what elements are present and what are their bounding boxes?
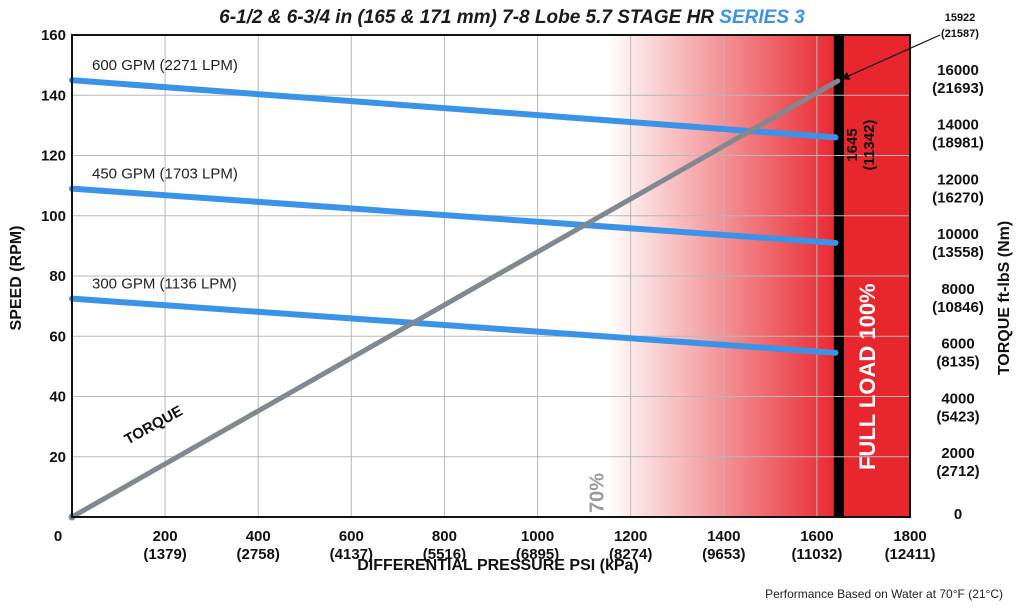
plot-frame (71, 34, 911, 518)
flow-line (69, 295, 839, 356)
x-tick-label: 1400 (707, 528, 740, 545)
y-right-tick-sublabel: (8135) (936, 354, 979, 371)
y-right-tick-sublabel: (13558) (932, 244, 984, 261)
y-left-tick-label: 60 (49, 328, 66, 345)
y-left-tick-label: 160 (41, 27, 66, 44)
y-left-tick-label: 40 (49, 389, 66, 406)
max-torque-arrow (841, 34, 941, 80)
max-pressure-label: 1645 (844, 128, 861, 161)
x-tick-sublabel: (12411) (885, 546, 936, 563)
x-axis-title: DIFFERENTIAL PRESSURE PSI (kPa) (357, 557, 639, 574)
torque-line (69, 78, 841, 520)
y-left-tick-label: 80 (49, 268, 66, 285)
y-right-tick-sublabel: (18981) (932, 135, 984, 152)
axes (71, 34, 911, 518)
y-right-tick-sublabel: (21693) (932, 80, 984, 97)
x-tick-sublabel: (4137) (330, 546, 373, 563)
y-axis-right-title: TORQUE ft-lbS (Nm) (996, 221, 1013, 375)
max-pressure-sublabel: (11342) (861, 120, 878, 171)
y-left-tick-label: 100 (41, 208, 66, 225)
x-tick-sublabel: (6895) (516, 546, 559, 563)
x-tick-sublabel: (5516) (423, 546, 466, 563)
x-tick-label: 0 (54, 528, 62, 545)
x-tick-label: 800 (432, 528, 457, 545)
flow-line-label: 600 GPM (2271 LPM) (92, 57, 238, 74)
full-load-label: FULL LOAD 100% (855, 283, 880, 470)
x-tick-label: 600 (339, 528, 364, 545)
y-right-tick-label: 16000 (937, 62, 979, 79)
x-tick-sublabel: (2758) (237, 546, 280, 563)
x-tick-label: 1200 (614, 528, 647, 545)
y-right-tick-label: 2000 (941, 445, 974, 462)
y-right-tick-label: 14000 (937, 117, 979, 134)
y-right-tick-label: 12000 (937, 171, 979, 188)
flow-line-label: 300 GPM (1136 LPM) (92, 276, 237, 293)
x-tick-label: 1800 (893, 528, 926, 545)
y-right-tick-sublabel: (16270) (932, 189, 984, 206)
y-axis-left-title: SPEED (RPM) (8, 226, 25, 331)
max-torque-sublabel: (21587) (941, 28, 979, 40)
y-right-tick-sublabel: (10846) (932, 299, 984, 316)
performance-note: Performance Based on Water at 70°F (21°C… (765, 587, 1003, 601)
y-right-tick-sublabel: (5423) (936, 408, 979, 425)
chart-title-main: 6-1/2 & 6-3/4 in (165 & 171 mm) 7-8 Lobe… (219, 7, 719, 28)
max-torque-label: 15922 (945, 12, 976, 24)
y-left-tick-label: 120 (41, 148, 66, 165)
y-right-tick-label: 4000 (941, 390, 974, 407)
y-right-tick-label: 6000 (941, 336, 974, 353)
flow-line-label: 450 GPM (1703 LPM) (92, 166, 238, 183)
x-tick-label: 200 (153, 528, 178, 545)
y-right-tick-sublabel: (2712) (936, 463, 979, 480)
x-tick-label: 1000 (521, 528, 554, 545)
flow-line (69, 185, 839, 246)
y-left-tick-label: 140 (41, 87, 66, 104)
y-right-tick-label: 10000 (937, 226, 979, 243)
x-tick-sublabel: (11032) (791, 546, 842, 563)
grid-lines (72, 35, 910, 517)
y-left-tick-label: 20 (49, 449, 66, 466)
torque-line-label: TORQUE (122, 403, 186, 449)
series-lines (68, 77, 841, 521)
chart-title-accent: SERIES 3 (719, 7, 805, 28)
labels: 600 GPM (2271 LPM) 450 GPM (1703 LPM) 300 … (41, 12, 984, 563)
x-tick-sublabel: (8274) (609, 546, 652, 563)
y-right-tick-label: 0 (954, 506, 962, 523)
x-tick-label: 1600 (800, 528, 833, 545)
x-tick-sublabel: (1379) (143, 546, 186, 563)
seventy-percent-label: 70% (586, 473, 608, 513)
chart-title: 6-1/2 & 6-3/4 in (165 & 171 mm) 7-8 Lobe… (219, 7, 805, 28)
x-tick-label: 400 (246, 528, 271, 545)
y-right-tick-label: 8000 (941, 281, 974, 298)
flow-line (69, 77, 839, 141)
x-tick-sublabel: (9653) (702, 546, 745, 563)
